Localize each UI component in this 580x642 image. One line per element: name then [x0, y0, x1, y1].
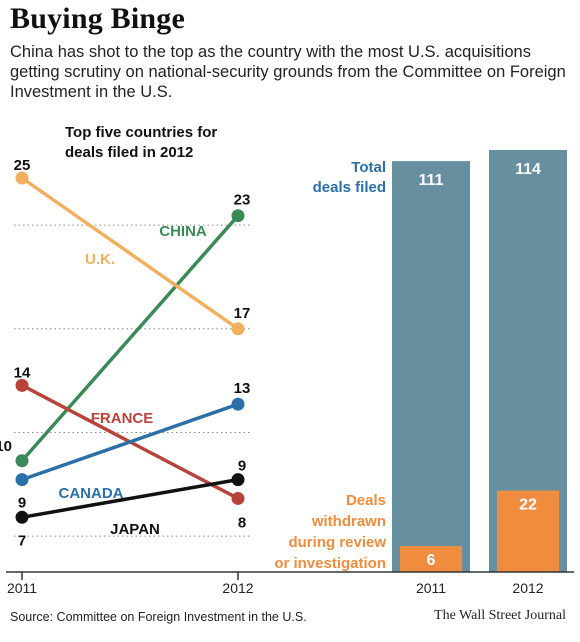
withdrawn-legend-line: withdrawn — [311, 513, 386, 530]
series-name-label: CANADA — [59, 485, 124, 502]
data-point-2012 — [231, 491, 245, 505]
value-label-2011: 7 — [18, 532, 26, 549]
bar-total-2011 — [392, 161, 470, 572]
bar-category-label: 2011 — [416, 580, 446, 596]
withdrawn-deals-legend: Deals withdrawn during review or investigat… — [274, 492, 386, 572]
withdrawn-legend-line: during review — [288, 534, 386, 551]
value-label-2012: 13 — [234, 380, 251, 397]
slope-chart-title-line-1: Top five countries for — [65, 124, 217, 141]
data-point-2012 — [231, 209, 245, 223]
value-label-2011: 25 — [14, 157, 31, 174]
withdrawn-legend-line: or investigation — [274, 555, 386, 572]
series-line — [21, 402, 239, 482]
bar-chart-bars: 111 6 114 22 — [392, 150, 567, 572]
bar-category-label: 2012 — [512, 580, 543, 596]
bar-withdrawn-value-label: 22 — [519, 497, 537, 514]
series-china: 10 23 CHINA — [0, 192, 250, 468]
series-name-label: JAPAN — [110, 521, 160, 538]
value-label-2012: 8 — [238, 514, 246, 531]
value-label-2011: 9 — [18, 495, 26, 512]
series-line — [20, 176, 240, 331]
data-point-2011 — [15, 171, 29, 185]
bar-withdrawn-2011 — [400, 546, 462, 572]
series-canada: 9 13 CANADA — [15, 380, 251, 512]
x-tick-label: 2011 — [7, 580, 37, 596]
series-line — [21, 477, 239, 520]
data-point-2012 — [231, 473, 245, 487]
bar-total-value-label: 111 — [419, 172, 444, 189]
series-france: 14 8 FRANCE — [14, 364, 247, 531]
value-label-2011: 14 — [14, 364, 31, 381]
value-label-2012: 17 — [234, 305, 251, 322]
series-japan: 7 9 JAPAN — [15, 458, 246, 549]
value-label-2011: 10 — [0, 438, 12, 455]
source-note: Source: Committee on Foreign Investment … — [10, 610, 307, 624]
slope-chart-title-line-2: deals filed in 2012 — [65, 144, 193, 161]
data-point-2011 — [15, 510, 29, 524]
bar-withdrawn-2012 — [497, 490, 559, 572]
slope-chart-series: 10 23 CHINA 25 17 U.K. 14 8 FRANCE 9 13 CANADA 7 9 JAP… — [0, 157, 250, 549]
data-point-2011 — [15, 378, 29, 392]
series-line — [20, 214, 240, 462]
data-point-2011 — [15, 473, 29, 487]
series-uk: 25 17 U.K. — [14, 157, 251, 336]
slope-chart-gridlines — [14, 224, 252, 537]
total-deals-legend-line-2: deals filed — [313, 179, 386, 196]
withdrawn-legend-line: Deals — [346, 492, 386, 509]
series-name-label: CHINA — [159, 223, 207, 240]
chart-headline: Buying Binge — [10, 2, 185, 35]
bar-total-value-label: 114 — [515, 161, 541, 178]
series-name-label: U.K. — [85, 251, 115, 268]
value-label-2012: 23 — [234, 192, 251, 209]
chart-axes: 2011 2012 2011 2012 — [6, 571, 574, 596]
publisher-credit: The Wall Street Journal — [434, 608, 566, 623]
chart-subheadline: China has shot to the top as the country… — [10, 43, 566, 101]
total-deals-legend-line-1: Total — [351, 159, 386, 176]
value-label-2012: 9 — [238, 458, 246, 475]
data-point-2011 — [15, 454, 29, 468]
bar-withdrawn-value-label: 6 — [427, 552, 436, 569]
x-tick-label: 2012 — [222, 580, 253, 596]
data-point-2012 — [231, 397, 245, 411]
data-point-2012 — [231, 322, 245, 336]
series-name-label: FRANCE — [91, 410, 154, 427]
